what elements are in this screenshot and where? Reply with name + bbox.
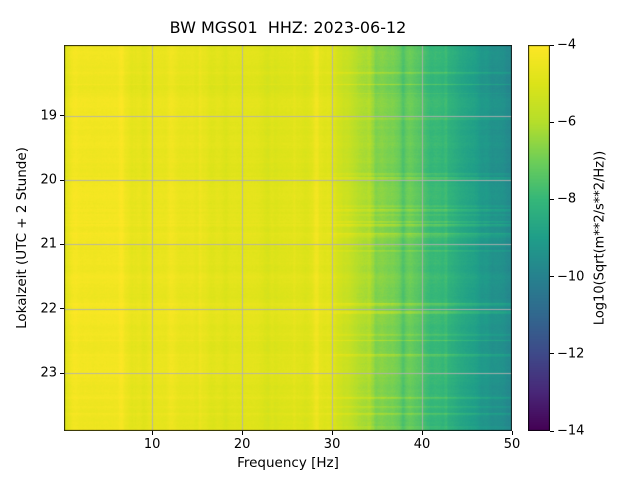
y-tick [60, 243, 64, 245]
y-tick-label: 20 [40, 172, 57, 188]
colorbar-tick [550, 44, 554, 46]
y-tick [60, 308, 64, 310]
x-tick-label: 10 [143, 437, 161, 452]
y-tick [60, 179, 64, 181]
x-tick-label: 40 [413, 437, 431, 452]
x-tick-label: 50 [503, 437, 521, 452]
x-tick-label: 20 [233, 437, 251, 452]
colorbar-tick [550, 198, 554, 200]
x-tick [511, 431, 513, 435]
colorbar-tick-label: −4 [557, 37, 577, 53]
colorbar-label: Log10(Sqrt(m**2/s**2/Hz)) [592, 150, 608, 326]
y-tick-label: 21 [40, 236, 57, 252]
colorbar-tick [550, 353, 554, 355]
colorbar-tick-label: −10 [557, 269, 585, 285]
x-tick [151, 431, 153, 435]
y-tick-label: 23 [40, 365, 57, 381]
y-tick-label: 19 [40, 108, 57, 124]
colorbar-tick-label: −14 [557, 423, 585, 439]
x-tick [241, 431, 243, 435]
colorbar-tick [550, 276, 554, 278]
y-tick-label: 22 [40, 301, 57, 317]
colorbar-tick-label: −8 [557, 191, 577, 207]
x-axis-label: Frequency [Hz] [237, 455, 339, 471]
y-tick [60, 372, 64, 374]
spectrogram-heatmap [64, 45, 512, 431]
colorbar-gradient [528, 45, 550, 431]
y-tick [60, 115, 64, 117]
x-tick [421, 431, 423, 435]
colorbar-tick [550, 121, 554, 123]
chart-title: BW MGS01 HHZ: 2023-06-12 [169, 18, 407, 37]
x-tick [331, 431, 333, 435]
colorbar-tick-label: −12 [557, 346, 585, 362]
colorbar-tick-label: −6 [557, 114, 577, 130]
y-axis-label: Lokalzeit (UTC + 2 Stunde) [14, 147, 30, 329]
x-tick-label: 30 [323, 437, 341, 452]
colorbar-tick [550, 430, 554, 432]
